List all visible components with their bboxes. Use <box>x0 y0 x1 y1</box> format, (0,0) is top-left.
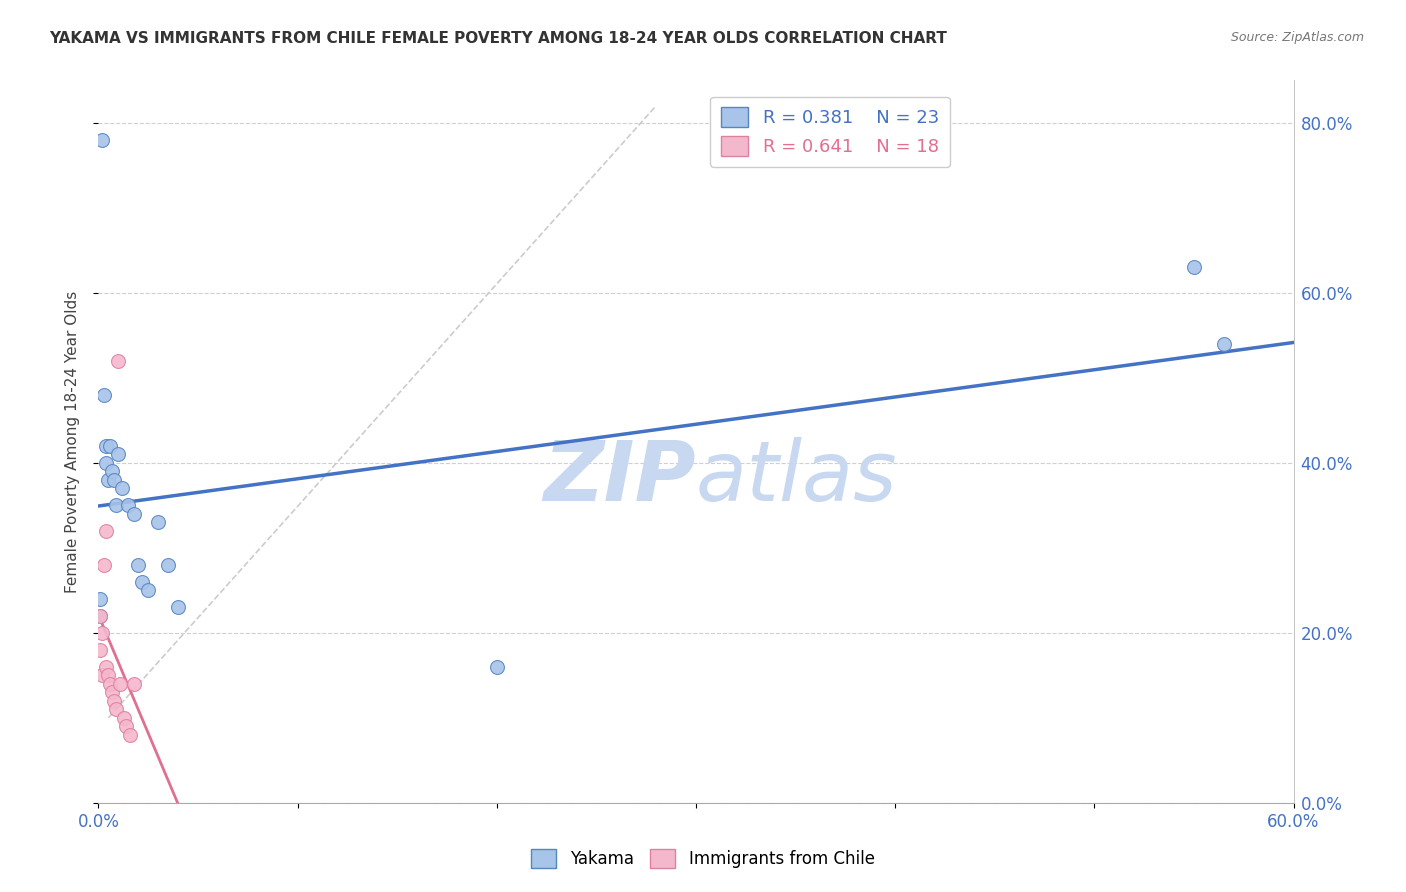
Point <box>105 702 128 716</box>
Point <box>124 507 146 521</box>
Point <box>107 447 129 461</box>
Point <box>120 728 142 742</box>
Point <box>97 668 120 682</box>
Point <box>1212 336 1234 351</box>
Point <box>167 600 190 615</box>
Point <box>148 516 170 530</box>
Text: Source: ZipAtlas.com: Source: ZipAtlas.com <box>1230 31 1364 45</box>
Point <box>115 719 138 733</box>
Point <box>93 558 115 572</box>
Point <box>96 456 118 470</box>
Point <box>157 558 180 572</box>
Point <box>101 685 124 699</box>
Point <box>131 574 153 589</box>
Point <box>136 583 159 598</box>
Text: YAKAMA VS IMMIGRANTS FROM CHILE FEMALE POVERTY AMONG 18-24 YEAR OLDS CORRELATION: YAKAMA VS IMMIGRANTS FROM CHILE FEMALE P… <box>49 31 948 46</box>
Point <box>124 677 146 691</box>
Text: atlas: atlas <box>696 437 897 518</box>
Point <box>96 439 118 453</box>
Point <box>91 668 114 682</box>
Text: ZIP: ZIP <box>543 437 696 518</box>
Point <box>1182 260 1205 275</box>
Point <box>96 660 118 674</box>
Point <box>101 464 124 478</box>
Point <box>112 711 135 725</box>
Legend: R = 0.381    N = 23, R = 0.641    N = 18: R = 0.381 N = 23, R = 0.641 N = 18 <box>710 96 950 167</box>
Point <box>103 694 125 708</box>
Point <box>485 660 508 674</box>
Point <box>96 524 118 538</box>
Point <box>103 473 125 487</box>
Legend: Yakama, Immigrants from Chile: Yakama, Immigrants from Chile <box>524 843 882 875</box>
Point <box>89 608 111 623</box>
Point <box>110 677 132 691</box>
Point <box>89 608 111 623</box>
Point <box>127 558 149 572</box>
Point <box>89 591 111 606</box>
Point <box>107 353 129 368</box>
Point <box>98 677 122 691</box>
Y-axis label: Female Poverty Among 18-24 Year Olds: Female Poverty Among 18-24 Year Olds <box>65 291 80 592</box>
Point <box>89 642 111 657</box>
Point <box>91 625 114 640</box>
Point <box>117 498 139 512</box>
Point <box>97 473 120 487</box>
Point <box>93 388 115 402</box>
Point <box>111 481 134 495</box>
Point <box>105 498 128 512</box>
Point <box>98 439 122 453</box>
Point <box>91 133 114 147</box>
